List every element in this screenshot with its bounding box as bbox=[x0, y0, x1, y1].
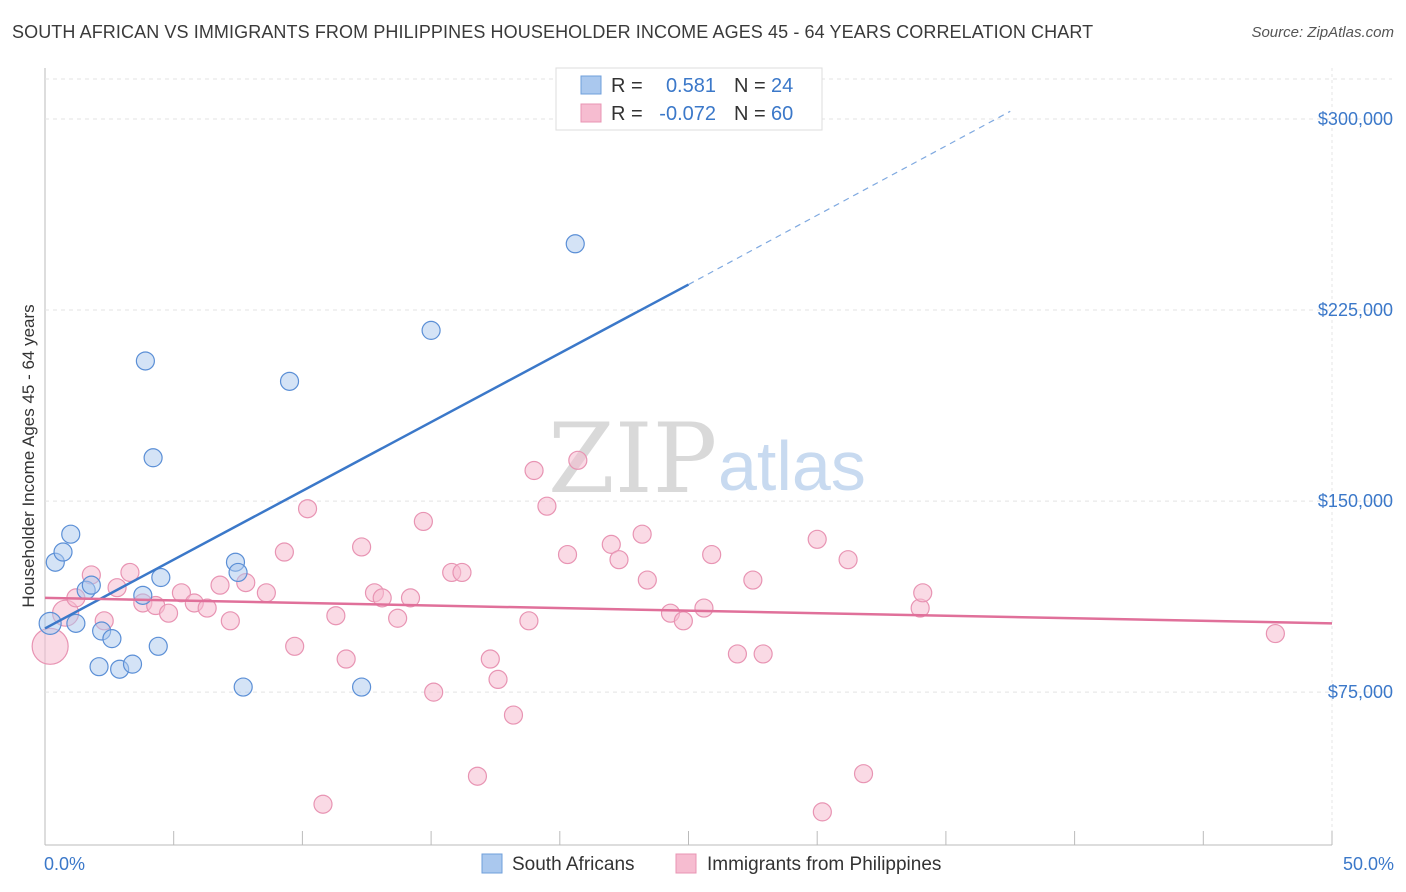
data-point-south-africans bbox=[279, 371, 300, 391]
data-point-south-africans bbox=[133, 585, 153, 605]
legend-n-label-2: N = bbox=[734, 103, 766, 125]
data-point-south-africans bbox=[565, 234, 585, 254]
data-point-philippines bbox=[400, 588, 421, 608]
bottom-legend-philippines: Immigrants from Philippines bbox=[707, 854, 941, 875]
data-point-philippines bbox=[413, 511, 433, 532]
legend-swatch-philippines bbox=[580, 103, 602, 123]
data-point-philippines bbox=[1265, 623, 1285, 644]
data-point-philippines bbox=[609, 550, 629, 570]
bottom-legend-south-africans: South Africans bbox=[512, 854, 635, 875]
legend-swatch-south-africans bbox=[580, 75, 602, 95]
y-tick-label: $150,000 bbox=[1318, 491, 1393, 511]
data-point-philippines bbox=[503, 705, 524, 725]
series-philippines-points bbox=[31, 450, 1285, 822]
data-point-philippines bbox=[326, 606, 346, 626]
data-point-philippines bbox=[452, 562, 472, 583]
data-point-south-africans bbox=[135, 351, 155, 371]
legend-r-value-1: 0.581 bbox=[666, 75, 716, 97]
data-point-philippines bbox=[424, 682, 444, 702]
data-point-south-africans bbox=[122, 654, 143, 674]
trend-lines bbox=[44, 110, 1333, 630]
data-point-philippines bbox=[120, 562, 140, 583]
y-tick-label: $75,000 bbox=[1328, 682, 1393, 702]
data-point-philippines bbox=[372, 588, 392, 608]
data-point-philippines bbox=[220, 611, 240, 631]
data-point-philippines bbox=[568, 450, 588, 470]
data-point-south-africans bbox=[89, 657, 109, 677]
y-tick-label: $300,000 bbox=[1318, 109, 1393, 129]
legend-n-value-2: 60 bbox=[771, 103, 793, 125]
x-ticks bbox=[173, 831, 1333, 845]
bottom-legend-swatch-philippines bbox=[675, 853, 697, 874]
data-point-south-africans bbox=[61, 524, 81, 544]
data-point-philippines bbox=[812, 802, 832, 822]
legend-r-label-2: R = bbox=[611, 103, 643, 125]
trend-line-philippines bbox=[44, 596, 1333, 625]
data-point-philippines bbox=[480, 649, 500, 669]
data-point-philippines bbox=[274, 542, 294, 562]
data-point-philippines bbox=[913, 583, 933, 603]
data-point-south-africans bbox=[66, 613, 86, 633]
gridlines bbox=[45, 78, 1392, 693]
y-tick-label: $225,000 bbox=[1318, 300, 1393, 320]
data-point-philippines bbox=[807, 529, 827, 549]
data-point-south-africans bbox=[352, 677, 372, 697]
data-point-south-africans bbox=[421, 320, 441, 340]
data-point-south-africans bbox=[233, 677, 253, 697]
data-point-philippines bbox=[158, 603, 179, 623]
data-point-philippines bbox=[743, 570, 763, 590]
data-point-south-africans bbox=[102, 629, 122, 649]
data-point-philippines bbox=[197, 598, 217, 618]
trend-line-south-africans bbox=[44, 283, 690, 630]
legend-n-label-1: N = bbox=[734, 75, 766, 97]
series-legend: South Africans Immigrants from Philippin… bbox=[481, 853, 941, 875]
legend-r-value-2: -0.072 bbox=[659, 103, 716, 125]
data-point-philippines bbox=[524, 460, 544, 481]
data-point-south-africans bbox=[81, 575, 101, 595]
x-tick-label-max: 50.0% bbox=[1343, 854, 1394, 874]
data-point-philippines bbox=[313, 794, 333, 814]
data-point-philippines bbox=[601, 534, 621, 554]
data-point-philippines bbox=[467, 766, 488, 786]
trend-line-south-africans-extension bbox=[688, 110, 1011, 286]
data-point-south-africans bbox=[148, 636, 168, 656]
series-south-africans-points bbox=[38, 234, 585, 697]
legend-r-label-1: R = bbox=[611, 75, 643, 97]
data-point-south-africans bbox=[53, 542, 73, 562]
data-point-philippines bbox=[537, 496, 557, 516]
data-point-philippines bbox=[727, 644, 748, 664]
y-tick-labels: $75,000 $150,000 $225,000 $300,000 bbox=[1318, 109, 1393, 702]
data-point-philippines bbox=[694, 598, 714, 618]
data-point-philippines bbox=[285, 636, 305, 656]
y-axis-label: Householder Income Ages 45 - 64 years bbox=[19, 304, 38, 607]
data-point-south-africans bbox=[151, 567, 171, 588]
data-point-south-africans bbox=[143, 448, 163, 468]
data-point-philippines bbox=[637, 570, 657, 590]
data-point-philippines bbox=[702, 544, 722, 565]
chart-title: SOUTH AFRICAN VS IMMIGRANTS FROM PHILIPP… bbox=[12, 22, 1094, 42]
data-point-south-africans bbox=[38, 611, 62, 635]
data-point-philippines bbox=[632, 524, 652, 544]
data-point-philippines bbox=[753, 644, 773, 664]
data-point-philippines bbox=[853, 764, 874, 784]
data-point-philippines bbox=[336, 649, 356, 669]
data-point-south-africans bbox=[228, 562, 248, 583]
bottom-legend-swatch-south-africans bbox=[481, 853, 503, 874]
data-point-philippines bbox=[256, 583, 276, 603]
data-point-philippines bbox=[388, 608, 408, 628]
source-label: Source: ZipAtlas.com bbox=[1251, 24, 1394, 41]
data-point-philippines bbox=[838, 550, 858, 570]
correlation-legend: R = 0.581 N = 24 R = -0.072 N = 60 bbox=[555, 67, 823, 131]
data-point-philippines bbox=[673, 611, 693, 631]
data-point-philippines bbox=[352, 537, 372, 557]
data-point-philippines bbox=[210, 575, 230, 595]
data-point-philippines bbox=[519, 611, 539, 631]
data-point-philippines bbox=[297, 499, 318, 519]
watermark-atlas: atlas bbox=[718, 427, 866, 505]
legend-n-value-1: 24 bbox=[771, 75, 793, 97]
x-tick-label-min: 0.0% bbox=[44, 854, 85, 874]
data-point-philippines bbox=[488, 669, 508, 690]
data-point-philippines bbox=[557, 544, 578, 565]
